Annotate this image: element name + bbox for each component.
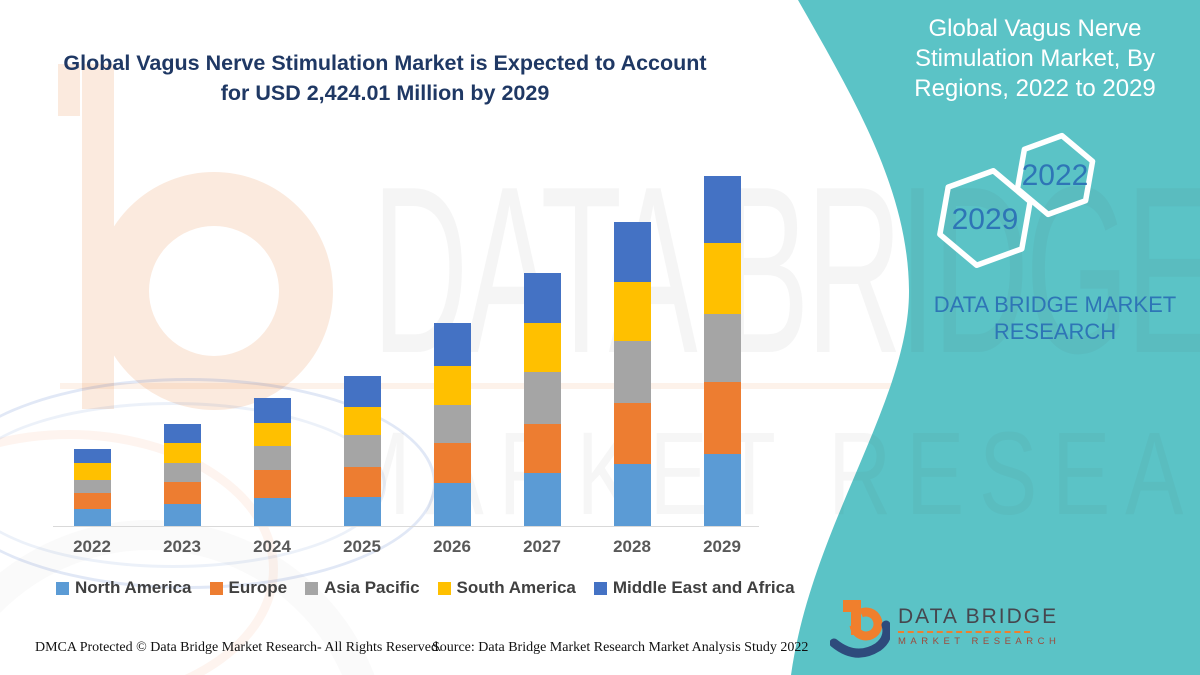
logo-title: DATA BRIDGE (898, 605, 1059, 628)
page-title: Global Vagus Nerve Stimulation Market is… (45, 48, 725, 108)
bar-segment-2023-asia-pacific (163, 463, 201, 483)
bar-segment-2024-north-america (253, 497, 291, 526)
legend-item-europe: Europe (209, 578, 288, 598)
bar-segment-2022-asia-pacific (73, 479, 111, 493)
footer-source-text: Source: Data Bridge Market Research Mark… (432, 640, 809, 655)
bar-segment-2028-europe (613, 402, 651, 465)
bar-segment-2028-north-america (613, 464, 651, 526)
bar-segment-2024-europe (253, 469, 291, 498)
legend-item-asia-pacific: Asia Pacific (305, 578, 420, 598)
bar-segment-2028-south-america (613, 281, 651, 342)
page-title-line2: for USD 2,424.01 Million by 2029 (220, 81, 550, 105)
bar-segment-2029-asia-pacific (703, 313, 741, 382)
year-hexagons: 2029 2022 (937, 132, 1096, 269)
bar-segment-2026-middle-east-and-africa (433, 322, 471, 366)
x-axis-line (53, 526, 759, 527)
legend-label: South America (456, 578, 576, 597)
bar-segment-2027-south-america (523, 323, 561, 373)
bar-segment-2026-europe (433, 442, 471, 483)
x-axis-label-2023: 2023 (163, 537, 201, 556)
bar-segment-2024-south-america (253, 423, 291, 446)
bar-segment-2023-middle-east-and-africa (163, 423, 201, 443)
logo-divider (898, 631, 1030, 633)
bar-segment-2028-middle-east-and-africa (613, 221, 651, 282)
page-title-line1: Global Vagus Nerve Stimulation Market is… (63, 51, 707, 75)
legend-item-south-america: South America (437, 578, 576, 598)
chart-legend: North America Europe Asia Pacific South Ame… (56, 577, 796, 599)
watermark-accent-band (60, 383, 905, 389)
x-axis-label-2024: 2024 (253, 537, 291, 556)
bar-segment-2024-asia-pacific (253, 446, 291, 470)
legend-swatch (437, 581, 451, 595)
x-axis-label-2028: 2028 (613, 537, 651, 556)
bar-segment-2023-europe (163, 482, 201, 505)
legend-swatch (56, 581, 69, 595)
logo-subtitle: MARKET RESEARCH (898, 636, 1061, 647)
bar-segment-2029-south-america (703, 242, 741, 314)
bar-segment-2027-north-america (523, 473, 561, 526)
hexagon-2029-label: 2029 (952, 203, 1019, 236)
bar-segment-2029-europe (703, 381, 741, 454)
side-panel-title: Global Vagus Nerve Stimulation Market, B… (880, 14, 1190, 104)
bar-segment-2022-middle-east-and-africa (73, 448, 111, 463)
bar-segment-2022-south-america (73, 462, 111, 480)
databridge-logo: DATA BRIDGE MARKET RESEARCH (830, 597, 1060, 661)
x-axis-label-2027: 2027 (523, 537, 561, 556)
side-panel-brand-text: DATA BRIDGE MARKET RESEARCH (933, 292, 1177, 344)
legend-swatch (593, 581, 607, 595)
databridge-logo-icon (830, 600, 890, 658)
legend-item-middle-east-and-africa: Middle East and Africa (593, 578, 795, 598)
watermark-text-databridge: DATA BRIDGE (372, 138, 1200, 403)
legend-item-north-america: North America (56, 578, 192, 598)
bar-segment-2023-north-america (163, 504, 201, 526)
bar-segment-2025-south-america (343, 406, 381, 435)
bar-segment-2026-asia-pacific (433, 405, 471, 443)
bar-segment-2027-middle-east-and-africa (523, 273, 561, 324)
bar-segment-2029-north-america (703, 453, 741, 526)
legend-label: Middle East and Africa (612, 578, 795, 597)
x-axis-label-2025: 2025 (343, 537, 381, 556)
bar-segment-2023-south-america (163, 442, 201, 464)
bar-segment-2025-middle-east-and-africa (343, 375, 381, 407)
footer-dmca-text: DMCA Protected © Data Bridge Market Rese… (35, 640, 442, 655)
x-axis-label-2026: 2026 (433, 537, 471, 556)
bar-segment-2028-asia-pacific (613, 341, 651, 403)
bar-segment-2025-europe (343, 466, 381, 497)
hexagon-2022-label: 2022 (1022, 159, 1089, 192)
bar-segment-2029-middle-east-and-africa (703, 175, 741, 243)
bar-segment-2025-asia-pacific (343, 434, 381, 467)
bar-segment-2027-europe (523, 424, 561, 473)
watermark-logo-flag (58, 64, 80, 116)
legend-swatch (209, 581, 223, 595)
x-axis-label-2022: 2022 (73, 537, 111, 556)
databridge-logo-text: DATA BRIDGE MARKET RESEARCH (898, 597, 1060, 647)
bar-segment-2022-north-america (73, 508, 111, 526)
side-panel-title-line1: Global Vagus Nerve (928, 15, 1142, 42)
bar-segment-2025-north-america (343, 496, 381, 526)
bar-segment-2026-south-america (433, 366, 471, 405)
legend-label: Europe (228, 578, 288, 597)
legend-label: Asia Pacific (324, 578, 420, 597)
bar-segment-2022-europe (73, 492, 111, 509)
bar-segment-2026-north-america (433, 482, 471, 526)
legend-swatch (305, 581, 319, 595)
legend-label: North America (75, 578, 192, 597)
x-axis-label-2029: 2029 (703, 537, 741, 556)
bar-segment-2024-middle-east-and-africa (253, 398, 291, 424)
bar-segment-2027-asia-pacific (523, 372, 561, 425)
watermark-text-marketresearch: MARKET RESEARCH (338, 408, 1200, 540)
side-panel-title-line2: Stimulation Market, By (914, 45, 1156, 72)
hexagon-2022 (1014, 132, 1096, 218)
side-panel-title-line3: Regions, 2022 to 2029 (914, 75, 1156, 102)
